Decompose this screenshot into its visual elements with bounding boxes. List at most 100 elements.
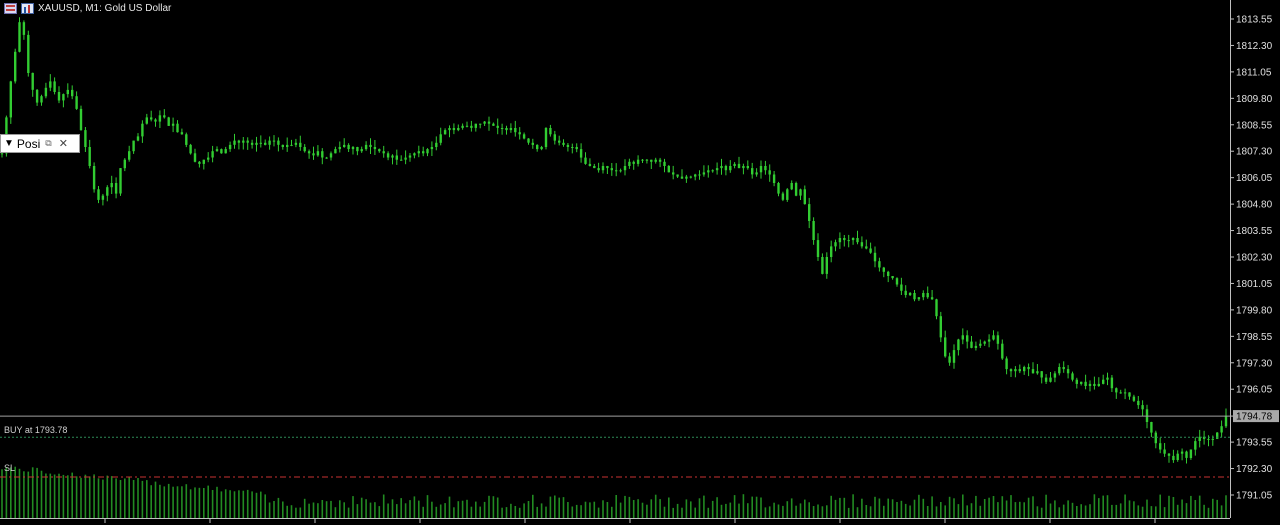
candle-body	[1150, 422, 1153, 433]
candle-body	[496, 125, 499, 128]
candle-body	[500, 128, 504, 129]
candle-body	[781, 193, 785, 200]
candle-body	[711, 170, 714, 172]
candle-body	[154, 119, 157, 122]
candle-body	[62, 94, 65, 101]
candle-body	[825, 257, 828, 274]
candle-body	[369, 144, 372, 147]
grid-icon[interactable]	[4, 2, 17, 14]
candle-body	[966, 335, 969, 342]
candle-body	[123, 159, 126, 169]
candle-body	[31, 72, 34, 90]
candle-body	[27, 34, 30, 73]
candle-body	[869, 248, 872, 253]
candle-body	[465, 125, 469, 127]
candle-body	[606, 166, 609, 169]
price-tick-label: 1811.05	[1236, 67, 1272, 78]
candle-body	[856, 238, 859, 243]
candle-body	[474, 123, 477, 128]
buy-level-label: BUY at 1793.78	[4, 425, 68, 435]
candle-body	[44, 87, 48, 97]
candle-body	[979, 343, 982, 346]
price-tick-label: 1802.30	[1236, 253, 1273, 264]
candle-body	[952, 350, 956, 363]
candle-body	[733, 163, 736, 166]
candle-body	[549, 128, 552, 135]
candle-body	[658, 159, 662, 162]
candle-body	[834, 242, 837, 247]
candle-body	[1097, 383, 1100, 386]
candle-body	[242, 140, 245, 143]
restore-icon[interactable]: ⧉	[45, 138, 52, 148]
candle-body	[110, 183, 113, 188]
candle-body	[1005, 358, 1008, 370]
candle-body	[66, 89, 69, 95]
candle-body	[1062, 367, 1065, 370]
candle-body	[281, 144, 284, 147]
candle-body	[843, 238, 846, 241]
candle-body	[702, 172, 706, 175]
triangle-down-icon[interactable]: ▼	[4, 138, 14, 149]
close-icon[interactable]: ✕	[58, 138, 68, 150]
candle-body	[106, 187, 109, 196]
candle-body	[1211, 438, 1214, 440]
price-tick-label: 1809.80	[1236, 94, 1273, 105]
candle-body	[553, 134, 556, 141]
candle-body	[426, 149, 429, 154]
position-panel[interactable]: ▼ Posi ⧉ ✕	[0, 134, 80, 153]
candle-body	[457, 128, 460, 131]
candle-body	[268, 140, 271, 145]
candle-body	[198, 161, 201, 164]
candle-body	[593, 166, 596, 169]
candle-body	[171, 123, 175, 126]
candle-body	[224, 149, 227, 154]
candle-body	[983, 341, 986, 344]
candle-body	[408, 155, 412, 158]
price-tick-label: 1799.80	[1236, 305, 1273, 316]
candle-body	[1036, 371, 1039, 374]
candle-body	[479, 123, 482, 125]
candle-body	[373, 147, 377, 150]
candle-body	[746, 166, 749, 169]
candle-body	[356, 147, 359, 152]
candle-body	[49, 81, 52, 88]
candle-body	[641, 159, 644, 161]
candle-body	[663, 161, 666, 166]
price-tick-label: 1797.30	[1236, 358, 1273, 369]
candle-body	[299, 142, 302, 147]
candle-body	[14, 51, 17, 82]
candle-body	[492, 123, 495, 126]
candle-body	[264, 142, 267, 145]
candle-body	[522, 134, 526, 139]
candle-body	[891, 276, 894, 279]
candle-body	[987, 339, 991, 342]
candle-body	[895, 278, 899, 285]
candle-body	[211, 151, 214, 158]
candle-body	[1066, 369, 1070, 374]
candle-body	[803, 189, 806, 205]
candle-body	[75, 96, 78, 109]
candle-body	[347, 144, 350, 150]
candle-body	[654, 159, 657, 162]
candle-body	[939, 316, 942, 338]
candle-body	[470, 125, 473, 128]
price-tick-label: 1808.55	[1236, 120, 1273, 131]
chart-window-icon[interactable]	[21, 2, 34, 14]
candle-body	[325, 157, 328, 159]
price-tick-label: 1801.05	[1236, 279, 1273, 290]
candle-body	[729, 166, 732, 171]
candle-body	[715, 168, 719, 171]
candle-body	[1040, 371, 1043, 378]
candle-body	[707, 170, 710, 173]
candle-body	[575, 147, 578, 150]
candle-body	[79, 108, 83, 131]
candle-body	[851, 238, 855, 241]
candle-body	[487, 121, 491, 124]
candle-body	[930, 297, 934, 300]
candle-body	[527, 138, 530, 143]
candle-body	[1071, 373, 1074, 380]
candle-body	[799, 189, 802, 196]
candle-body	[145, 117, 148, 124]
